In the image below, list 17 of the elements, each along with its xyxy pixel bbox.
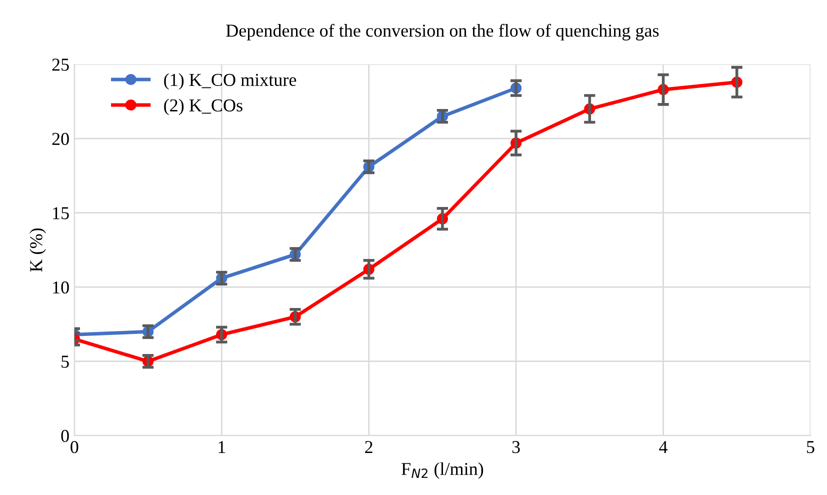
y-tick-label: 25 — [52, 58, 69, 71]
x-tick-label: 2 — [365, 441, 372, 453]
y-tick-label: 5 — [62, 356, 69, 368]
x-tick-label: 5 — [806, 441, 814, 454]
legend-label: (1) K_CO mixture — [164, 73, 296, 90]
x-tick-label: 4 — [659, 441, 668, 453]
y-tick-label: 15 — [53, 207, 69, 220]
y-tick-label: 10 — [53, 281, 69, 294]
x-tick-label: 0 — [70, 440, 78, 454]
y-axis-title: K (%) — [30, 228, 46, 272]
x-tick-label: 1 — [218, 441, 226, 453]
y-tick-label: 20 — [52, 132, 69, 146]
legend-label: (2) K_COs — [164, 98, 242, 116]
x-tick-label: 3 — [512, 441, 520, 454]
y-tick-label: 0 — [61, 430, 69, 442]
x-axis-title: F$_{N2}$ (l/min) — [402, 462, 484, 479]
chart-title: Dependence of the conversion on the flow of quenching gas — [226, 24, 659, 40]
